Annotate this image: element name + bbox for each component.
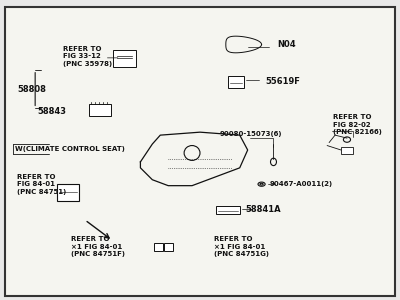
Text: W(CLIMATE CONTROL SEAT): W(CLIMATE CONTROL SEAT) bbox=[15, 146, 125, 152]
FancyBboxPatch shape bbox=[5, 7, 395, 296]
Text: REFER TO
FIG 33-12
(PNC 35978): REFER TO FIG 33-12 (PNC 35978) bbox=[63, 46, 112, 67]
Bar bbox=[154, 243, 163, 251]
Text: REFER TO
×1 FIG 84-01
(PNC 84751G): REFER TO ×1 FIG 84-01 (PNC 84751G) bbox=[214, 236, 269, 257]
Text: REFER TO
FIG 84-01
(PNC 84751): REFER TO FIG 84-01 (PNC 84751) bbox=[17, 174, 66, 195]
Text: N04: N04 bbox=[278, 40, 296, 49]
Text: REFER TO
×1 FIG 84-01
(PNC 84751F): REFER TO ×1 FIG 84-01 (PNC 84751F) bbox=[71, 236, 125, 257]
Text: 90080-15073(6): 90080-15073(6) bbox=[220, 131, 282, 137]
Text: 58808: 58808 bbox=[17, 85, 46, 94]
Bar bbox=[57, 184, 79, 200]
Bar bbox=[113, 50, 136, 67]
Bar bbox=[228, 76, 244, 88]
Bar bbox=[164, 243, 173, 251]
Bar bbox=[89, 104, 111, 116]
Text: REFER TO
FIG 82-02
(PNC 82166): REFER TO FIG 82-02 (PNC 82166) bbox=[333, 114, 382, 135]
Text: 58841A: 58841A bbox=[246, 205, 281, 214]
Text: 55619F: 55619F bbox=[266, 77, 300, 86]
Text: 58843: 58843 bbox=[37, 107, 66, 116]
Bar bbox=[216, 206, 240, 214]
Bar bbox=[341, 147, 353, 154]
Text: 90467-A0011(2): 90467-A0011(2) bbox=[270, 181, 333, 187]
